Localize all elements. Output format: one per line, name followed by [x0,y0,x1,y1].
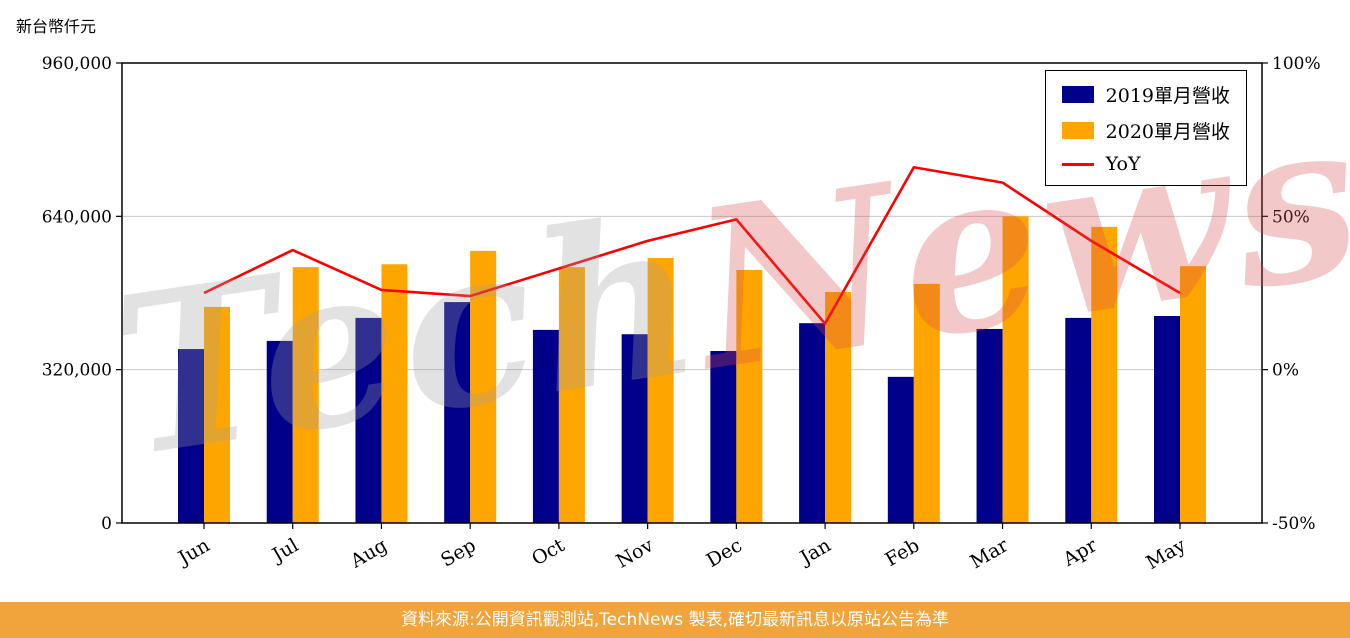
bar-2019單月營收-Mar [976,328,1003,523]
right-tick-label: -50% [1272,514,1316,534]
bar-2020單月營收-Dec [736,270,763,523]
bar-2019單月營收-Jun [178,349,204,523]
left-tick-label: 640,000 [42,207,112,227]
bar-2019單月營收-Jan [799,323,826,523]
x-tick-label-Sep: Sep [437,534,480,571]
legend-label-2020: 2020單月營收 [1105,121,1230,143]
chart-area: 0 320,000 640,000 960,000 -50% 0% 50% 100% Jun Ju… [42,54,1350,574]
bar-2019單月營收-May [1154,316,1180,523]
bar-2020單月營收-Feb [913,283,940,523]
unit-label: 新台幣仟元 [16,17,97,36]
bar-2020單月營收-Mar [1002,216,1029,524]
bar-2020單月營收-Aug [381,264,408,523]
x-tick-label-May: May [1143,534,1190,574]
bar-2020單月營收-Nov [647,258,674,523]
legend-item-2020: 2020單月營收 [1061,117,1230,144]
x-tick-label-Jan: Jan [795,534,835,570]
plot-border [121,62,1263,524]
x-tick-label-Nov: Nov [613,534,658,573]
legend-swatch-2019 [1061,86,1094,103]
legend-swatch-yoy [1061,162,1094,166]
x-tick-label-Apr: Apr [1059,534,1102,571]
x-tick-label-Jul: Jul [267,534,302,567]
bar-2019單月營收-Jul [266,340,293,523]
legend: 2019單月營收 2020單月營收 YoY [1044,70,1247,186]
bar-2019單月營收-Dec [710,350,737,523]
bar-2020單月營收-Sep [470,250,497,524]
x-tick-label-Jun: Jun [173,534,214,570]
bar-2020單月營收-May [1180,266,1206,523]
bar-2020單月營收-Jan [825,292,852,523]
right-tick-label: 100% [1272,54,1321,74]
legend-label-2019: 2019單月營收 [1105,85,1230,107]
bar-2020單月營收-Jun [204,306,230,523]
x-tick-label-Feb: Feb [882,534,924,571]
legend-item-yoy: YoY [1061,153,1230,175]
bar-2020單月營收-Jul [292,267,319,523]
left-tick-label: 320,000 [42,361,112,381]
left-tick-label: 0 [101,514,112,534]
left-tick-label: 960,000 [42,54,112,74]
bar-2019單月營收-Apr [1065,317,1092,523]
bar-2019單月營收-Sep [444,302,471,523]
legend-item-2019: 2019單月營收 [1061,81,1230,108]
legend-swatch-2020 [1061,122,1094,139]
bar-2019單月營收-Aug [355,317,382,523]
right-tick-label: 50% [1272,207,1310,227]
bar-2019單月營收-Oct [532,329,559,523]
x-tick-label-Dec: Dec [703,534,746,572]
bar-2020單月營收-Oct [558,267,585,523]
bar-2020單月營收-Apr [1091,226,1118,523]
bar-2019單月營收-Feb [887,376,914,523]
footer-text: 資料來源:公開資訊觀測站,TechNews 製表,確切最新訊息以原站公告為準 [401,610,949,630]
x-tick-label-Aug: Aug [346,534,391,573]
yoy-line [203,165,1181,325]
x-tick-label-Mar: Mar [967,534,1013,573]
revenue-chart: 0 320,000 640,000 960,000 -50% 0% 50% 100% Jun Ju… [42,54,1321,574]
footer-bar: 資料來源:公開資訊觀測站,TechNews 製表,確切最新訊息以原站公告為準 [0,602,1350,638]
right-tick-label: 0% [1272,361,1299,381]
x-tick-label-Oct: Oct [528,534,569,570]
bar-2019單月營收-Nov [621,334,648,523]
legend-label-yoy: YoY [1105,153,1141,175]
